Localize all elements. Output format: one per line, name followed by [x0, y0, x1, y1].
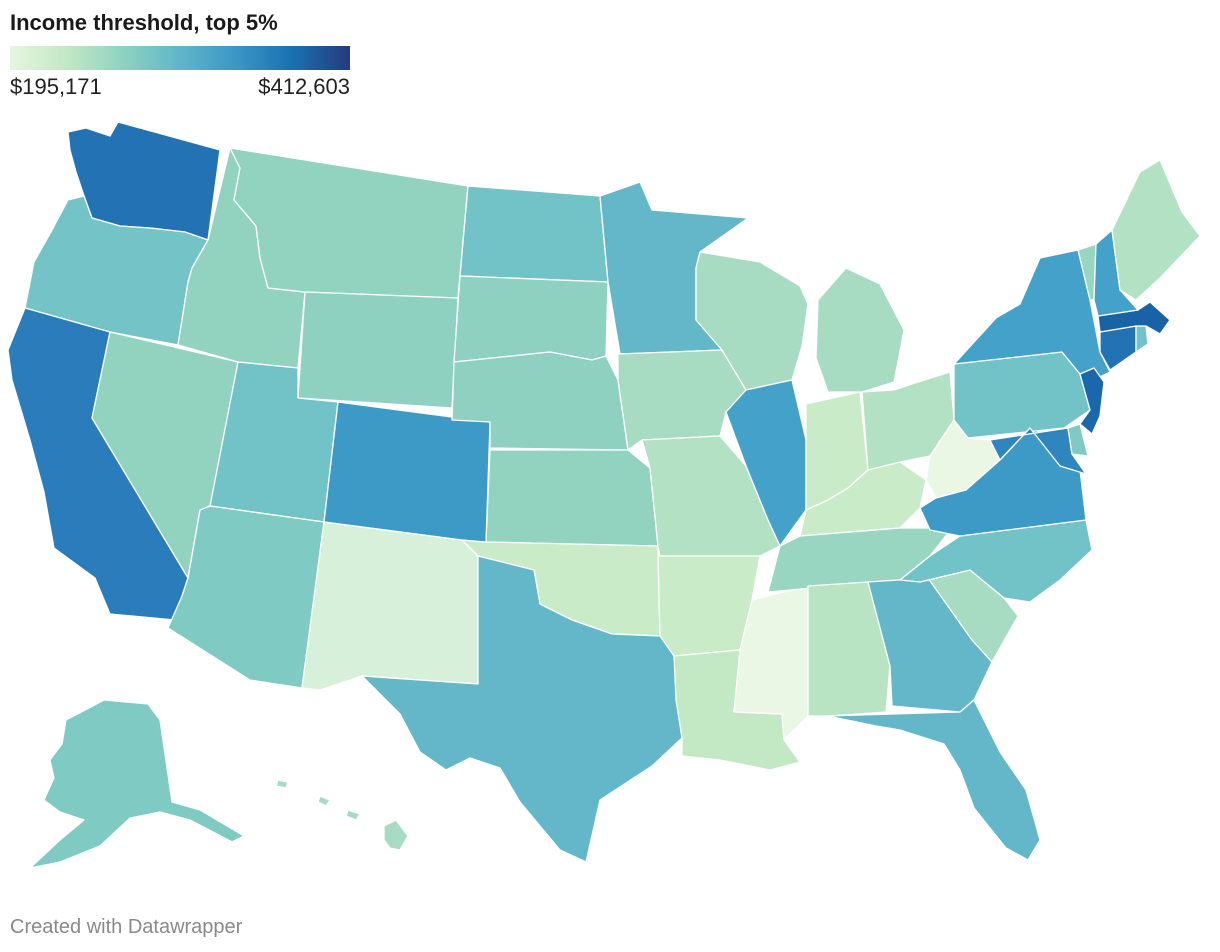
- state-new-jersey[interactable]: [1079, 367, 1105, 435]
- state-iowa[interactable]: [617, 349, 747, 451]
- state-new-york[interactable]: [953, 249, 1111, 381]
- state-kansas[interactable]: [485, 449, 659, 547]
- state-wyoming[interactable]: [297, 291, 459, 409]
- state-montana[interactable]: [229, 147, 469, 299]
- state-michigan[interactable]: [815, 267, 905, 393]
- map-title: Income threshold, top 5%: [10, 10, 278, 35]
- state-south-dakota[interactable]: [453, 275, 609, 363]
- state-tennessee[interactable]: [767, 527, 953, 593]
- state-hawaii[interactable]: [275, 779, 409, 851]
- state-north-carolina[interactable]: [899, 519, 1093, 603]
- state-alaska[interactable]: [29, 699, 245, 869]
- state-delaware[interactable]: [1067, 423, 1089, 457]
- legend-gradient-bar: [10, 46, 350, 70]
- state-pennsylvania[interactable]: [953, 351, 1091, 439]
- state-massachusetts[interactable]: [1097, 301, 1171, 335]
- color-legend: $195,171 $412,603: [10, 46, 350, 104]
- state-florida[interactable]: [827, 699, 1041, 861]
- legend-max-label: $412,603: [258, 74, 350, 99]
- credit-footer: Created with Datawrapper: [10, 916, 243, 938]
- legend-min-label: $195,171: [10, 74, 102, 99]
- state-illinois[interactable]: [725, 379, 807, 547]
- state-new-mexico[interactable]: [301, 521, 479, 691]
- state-colorado[interactable]: [323, 401, 491, 545]
- state-texas[interactable]: [361, 539, 683, 863]
- state-north-dakota[interactable]: [459, 185, 609, 283]
- state-maine[interactable]: [1111, 159, 1201, 301]
- state-rhode-island[interactable]: [1135, 325, 1149, 353]
